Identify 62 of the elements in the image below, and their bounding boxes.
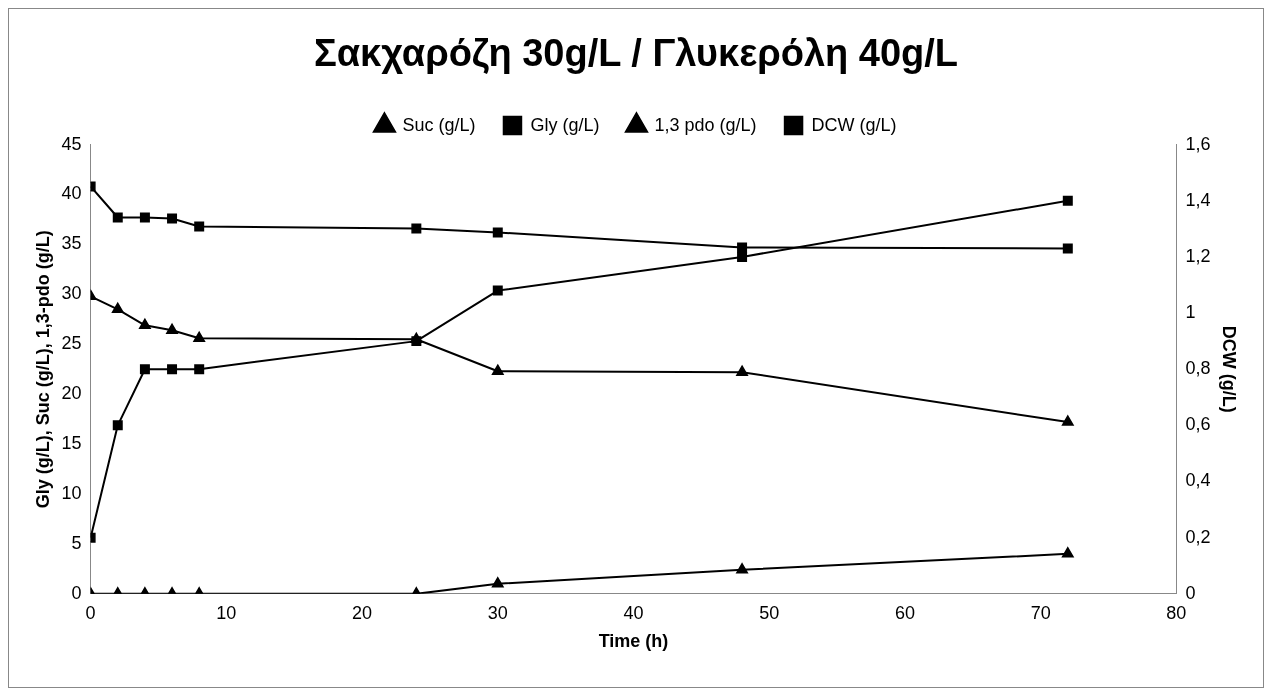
point bbox=[1062, 195, 1073, 206]
x-tick-label: 30 bbox=[487, 602, 508, 623]
point bbox=[736, 365, 749, 376]
x-axis-title: Time (h) bbox=[598, 631, 669, 652]
x-tick-label: 70 bbox=[1030, 602, 1051, 623]
y-tick-label: 40 bbox=[61, 183, 82, 204]
y2-tick-label: 1,6 bbox=[1185, 133, 1211, 154]
y2-tick-label: 1,4 bbox=[1185, 189, 1211, 210]
point bbox=[193, 331, 206, 343]
chart-title: Σακχαρόζη 30g/L / Γλυκερόλη 40g/L bbox=[313, 32, 959, 75]
point bbox=[737, 242, 748, 253]
point bbox=[492, 227, 503, 238]
x-tick-label: 80 bbox=[1166, 602, 1187, 623]
legend-label: 1,3 pdo (g/L) bbox=[654, 114, 757, 135]
point bbox=[491, 364, 504, 375]
point bbox=[112, 212, 123, 223]
point bbox=[1062, 243, 1073, 254]
point bbox=[139, 364, 150, 375]
y-tick-label: 30 bbox=[61, 283, 82, 304]
point bbox=[111, 302, 124, 314]
y-tick-label: 10 bbox=[61, 482, 82, 503]
y2-tick-label: 0,8 bbox=[1185, 358, 1211, 379]
y2-tick-label: 0,4 bbox=[1185, 470, 1211, 491]
point bbox=[411, 336, 422, 347]
point bbox=[139, 212, 150, 223]
legend-label: Gly (g/L) bbox=[530, 114, 600, 135]
y2-tick-label: 0 bbox=[1185, 582, 1196, 603]
y2-tick-label: 1,2 bbox=[1185, 245, 1211, 266]
legend-label: Suc (g/L) bbox=[402, 114, 476, 135]
x-tick-label: 40 bbox=[623, 602, 644, 623]
point bbox=[138, 318, 151, 330]
y-tick-label: 15 bbox=[61, 433, 82, 454]
legend-label: DCW (g/L) bbox=[811, 114, 897, 135]
point bbox=[167, 213, 178, 224]
point bbox=[491, 577, 504, 588]
point bbox=[167, 364, 178, 375]
point bbox=[1061, 547, 1074, 558]
y2-tick-label: 1 bbox=[1185, 302, 1196, 323]
y-tick-label: 20 bbox=[61, 383, 82, 404]
y-tick-label: 0 bbox=[71, 582, 82, 603]
y-tick-label: 35 bbox=[61, 233, 82, 254]
y-tick-label: 5 bbox=[71, 532, 82, 553]
x-tick-label: 0 bbox=[85, 602, 96, 623]
point bbox=[737, 251, 748, 262]
y2-tick-label: 0,2 bbox=[1185, 526, 1211, 547]
y2-tick-label: 0,6 bbox=[1185, 414, 1211, 435]
point bbox=[1061, 415, 1074, 426]
x-tick-label: 60 bbox=[894, 602, 915, 623]
point bbox=[166, 323, 178, 335]
y-axis-title: Gly (g/L), Suc (g/L), 1,3-pdo (g/L) bbox=[32, 230, 53, 509]
x-tick-label: 50 bbox=[759, 602, 780, 623]
x-tick-label: 10 bbox=[216, 602, 237, 623]
point bbox=[194, 221, 205, 232]
point bbox=[492, 285, 503, 296]
point bbox=[112, 420, 123, 431]
point bbox=[194, 364, 205, 375]
y-tick-label: 25 bbox=[61, 333, 82, 354]
x-tick-label: 20 bbox=[352, 602, 373, 623]
y-tick-label: 45 bbox=[61, 133, 82, 154]
y2-axis-title: DCW (g/L) bbox=[1219, 325, 1240, 413]
point bbox=[411, 223, 422, 234]
point bbox=[736, 563, 749, 574]
